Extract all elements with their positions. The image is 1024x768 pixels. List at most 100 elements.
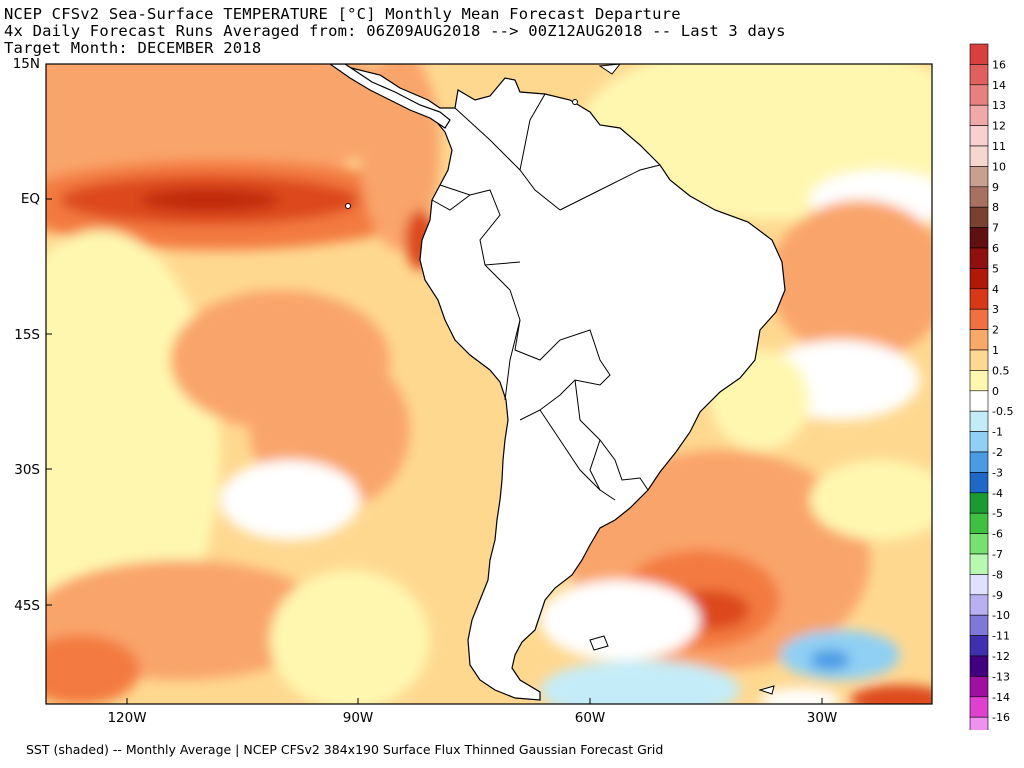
colorbar-label: 4 (992, 283, 999, 296)
lon-label-60w: 60W (574, 710, 606, 726)
colorbar-label: -12 (992, 650, 1010, 663)
colorbar-swatch (969, 696, 989, 718)
lat-label-45s: 45S (14, 598, 40, 614)
colorbar-swatch (969, 574, 989, 596)
colorbar-swatch (969, 349, 989, 371)
colorbar-label: 12 (992, 120, 1006, 133)
map-frame (45, 63, 933, 705)
colorbar-swatch (969, 227, 989, 249)
lon-label-90w: 90W (342, 710, 374, 726)
colorbar-swatch (969, 125, 989, 147)
colorbar-swatch (969, 104, 989, 126)
colorbar-label: 16 (992, 58, 1006, 71)
central-america-landmass (328, 64, 451, 129)
colorbar-label: 7 (992, 222, 999, 235)
south-georgia-island (758, 685, 775, 695)
colorbar-label: 9 (992, 181, 999, 194)
anomaly-region (70, 64, 430, 170)
colorbar-swatch (969, 594, 989, 616)
colorbar-label: 5 (992, 262, 999, 275)
anomaly-region (810, 650, 850, 670)
country-borders (431, 93, 661, 501)
caribbean-island (598, 64, 621, 75)
colorbar-swatch (969, 64, 989, 86)
colorbar-label: -10 (992, 609, 1010, 622)
colorbar-swatch (969, 655, 989, 677)
anomaly-region (270, 570, 430, 704)
galapagos-islands (345, 203, 351, 209)
anomaly-region (760, 688, 840, 704)
colorbar-swatch (969, 166, 989, 188)
colorbar-label: 1 (992, 344, 999, 357)
anomaly-region (540, 580, 700, 660)
colorbar-label: -7 (992, 548, 1003, 561)
chart-title-line1: NCEP CFSv2 Sea-Surface TEMPERATURE [°C] … (4, 5, 681, 23)
colorbar-swatch (969, 451, 989, 473)
colorbar-label: -4 (992, 487, 1003, 500)
colorbar-swatch (969, 553, 989, 575)
colorbar-label: -13 (992, 670, 1010, 683)
anomaly-region (810, 460, 932, 540)
colorbar-swatch (969, 410, 989, 432)
colorbar-swatch (969, 431, 989, 453)
lat-label-30s: 30S (14, 462, 40, 478)
colorbar-label: -9 (992, 589, 1003, 602)
colorbar-label: 14 (992, 79, 1006, 92)
colorbar-label: -16 (992, 711, 1010, 724)
south-america-landmass (334, 64, 786, 701)
anomaly-region (540, 660, 740, 704)
lon-label-30w: 30W (806, 710, 838, 726)
map-field (46, 64, 932, 704)
colorbar-label: -0.5 (992, 405, 1013, 418)
colorbar-swatch (969, 716, 989, 730)
colorbar-swatch (969, 84, 989, 106)
lat-label-15n: 15N (12, 56, 40, 72)
colorbar-label: -14 (992, 691, 1010, 704)
colorbar-label: -11 (992, 630, 1010, 643)
colorbar-legend: 16 14 13 12 11 10 9 8 7 6 5 4 3 2 1 0.5 0 -0.5 -1 -2 -3 -4 -5 -… (969, 43, 1013, 730)
colorbar-label: 3 (992, 303, 999, 316)
lat-label-15s: 15S (14, 327, 40, 343)
anomaly-region (770, 200, 932, 360)
colorbar-swatch (969, 288, 989, 310)
lat-label-eq: EQ (20, 191, 40, 207)
colorbar-swatch (969, 206, 989, 228)
map-ticks (46, 63, 823, 704)
colorbar-swatch (969, 370, 989, 392)
colorbar-swatch (969, 676, 989, 698)
chart-title-line3: Target Month: DECEMBER 2018 (4, 39, 262, 57)
colorbar-label: -5 (992, 507, 1003, 520)
colorbar-label: 0 (992, 385, 999, 398)
colorbar-label: 13 (992, 99, 1006, 112)
anomaly-region (140, 188, 280, 212)
colorbar-swatch (969, 390, 989, 412)
colorbar-swatch (969, 472, 989, 494)
colorbar-swatch (969, 614, 989, 636)
anomaly-region (220, 460, 360, 540)
colorbar-label: -8 (992, 568, 1003, 581)
colorbar-label: 10 (992, 160, 1006, 173)
colorbar-swatch (969, 247, 989, 269)
colorbar-label: -2 (992, 446, 1003, 459)
colorbar-swatch (969, 492, 989, 514)
colorbar-swatch (969, 186, 989, 208)
colorbar-label: 2 (992, 324, 999, 337)
anomaly-region (850, 685, 932, 704)
colorbar-swatch (969, 268, 989, 290)
anomaly-region (46, 635, 140, 704)
colorbar-swatch (969, 308, 989, 330)
colorbar-swatch (969, 635, 989, 657)
colorbar-label: 8 (992, 201, 999, 214)
colorbar-label: -6 (992, 528, 1003, 541)
colorbar-swatch (969, 329, 989, 351)
lon-label-120w: 120W (107, 710, 147, 726)
colorbar-swatch (969, 43, 989, 65)
colorbar-swatch (969, 533, 989, 555)
colorbar-label: 6 (992, 242, 999, 255)
caribbean-island (572, 99, 578, 105)
colorbar-swatch (969, 512, 989, 534)
colorbar-label: -3 (992, 466, 1003, 479)
footer-caption: SST (shaded) -- Monthly Average | NCEP C… (26, 742, 664, 757)
falkland-islands (589, 635, 609, 651)
